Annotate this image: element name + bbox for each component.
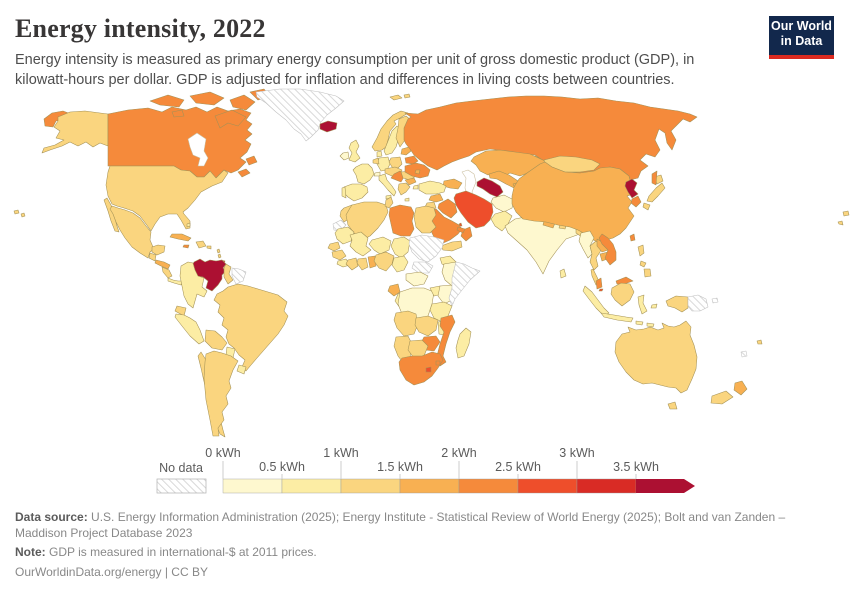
svg-text:0.5 kWh: 0.5 kWh bbox=[259, 460, 305, 474]
svg-text:1 kWh: 1 kWh bbox=[323, 448, 358, 460]
svg-text:2 kWh: 2 kWh bbox=[441, 448, 476, 460]
svg-text:1.5 kWh: 1.5 kWh bbox=[377, 460, 423, 474]
svg-text:No data: No data bbox=[159, 461, 203, 475]
svg-text:3 kWh: 3 kWh bbox=[559, 448, 594, 460]
svg-text:2.5 kWh: 2.5 kWh bbox=[495, 460, 541, 474]
svg-text:0 kWh: 0 kWh bbox=[205, 448, 240, 460]
svg-text:3.5 kWh: 3.5 kWh bbox=[613, 460, 659, 474]
